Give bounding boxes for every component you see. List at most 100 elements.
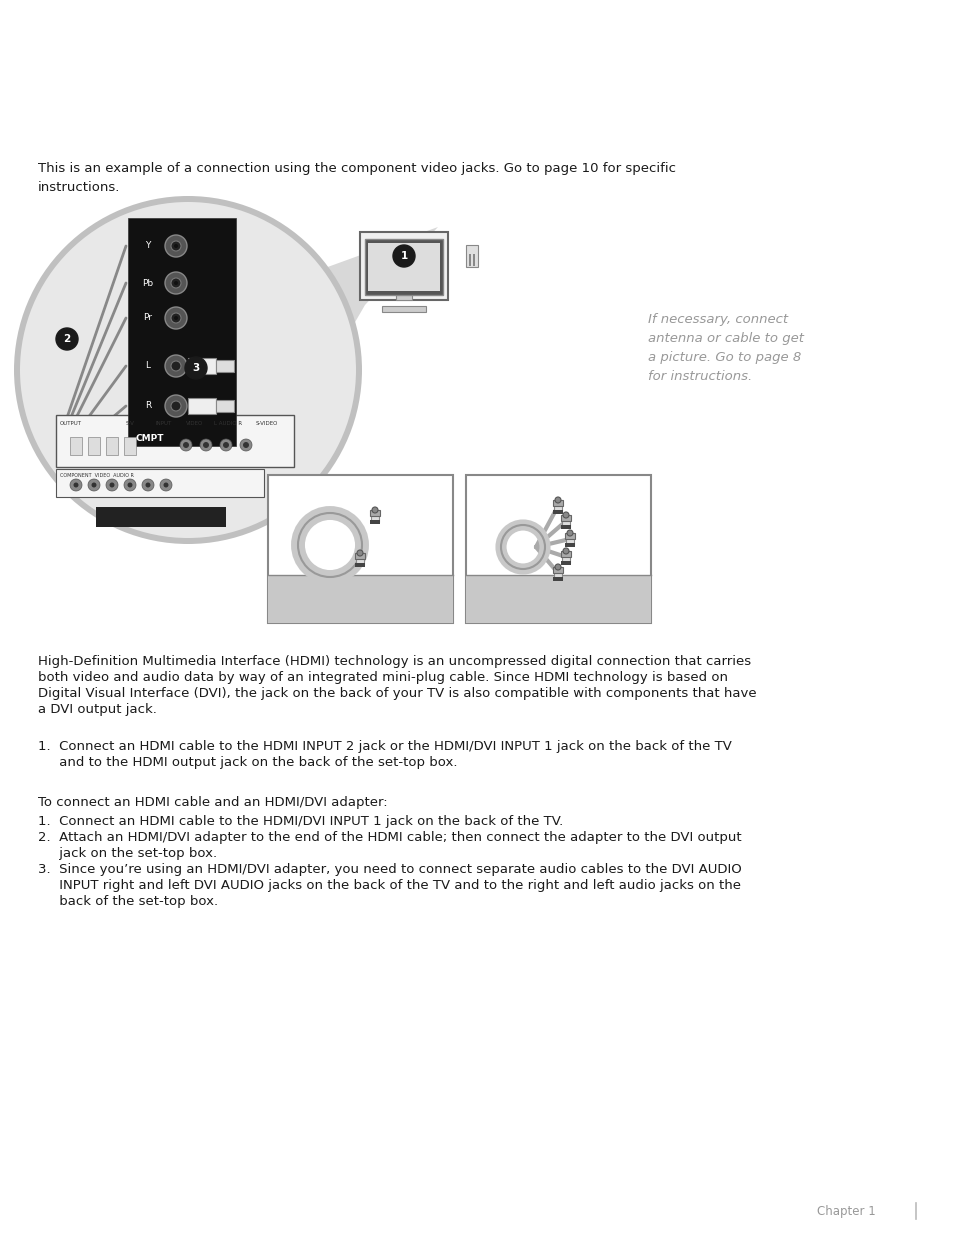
Bar xyxy=(564,543,575,547)
Text: CMPT: CMPT xyxy=(136,434,164,443)
Text: Chapter 1: Chapter 1 xyxy=(817,1204,875,1218)
Circle shape xyxy=(555,497,560,503)
Bar xyxy=(469,254,471,260)
Text: Pr: Pr xyxy=(143,313,152,322)
Text: VIDEO: VIDEO xyxy=(186,421,203,426)
Circle shape xyxy=(110,482,114,487)
Bar xyxy=(561,552,569,563)
Circle shape xyxy=(163,482,169,487)
Text: and to the HDMI output jack on the back of the set-top box.: and to the HDMI output jack on the back … xyxy=(38,756,457,769)
Circle shape xyxy=(91,482,96,487)
Circle shape xyxy=(171,241,181,251)
Bar xyxy=(554,566,561,579)
Text: antenna or cable to get: antenna or cable to get xyxy=(647,332,803,346)
Circle shape xyxy=(14,196,361,544)
Circle shape xyxy=(165,395,187,417)
Circle shape xyxy=(200,439,212,450)
Circle shape xyxy=(146,482,151,487)
Circle shape xyxy=(555,564,560,570)
Circle shape xyxy=(243,442,249,448)
Bar xyxy=(88,437,100,455)
Bar xyxy=(465,246,477,267)
Text: 3: 3 xyxy=(193,363,199,373)
Bar xyxy=(553,578,562,581)
Bar xyxy=(355,553,364,565)
Circle shape xyxy=(56,328,78,350)
Circle shape xyxy=(128,482,132,487)
Circle shape xyxy=(180,439,192,450)
Circle shape xyxy=(372,507,377,513)
Bar xyxy=(359,232,448,300)
Text: for instructions.: for instructions. xyxy=(647,370,752,383)
Bar xyxy=(465,575,650,623)
Circle shape xyxy=(70,479,82,491)
Text: L: L xyxy=(146,362,151,370)
Circle shape xyxy=(20,202,355,538)
Circle shape xyxy=(240,439,252,450)
Text: S-VIDEO: S-VIDEO xyxy=(255,421,278,426)
Bar xyxy=(368,243,439,291)
Text: instructions.: instructions. xyxy=(38,181,120,194)
Bar xyxy=(465,475,650,623)
Circle shape xyxy=(203,442,209,448)
Circle shape xyxy=(106,479,118,491)
Bar xyxy=(560,524,571,529)
Circle shape xyxy=(183,442,189,448)
Circle shape xyxy=(88,479,100,491)
Text: Digital Visual Interface (DVI), the jack on the back of your TV is also compatib: Digital Visual Interface (DVI), the jack… xyxy=(38,687,756,700)
Text: High-Definition Multimedia Interface (HDMI) technology is an uncompressed digita: High-Definition Multimedia Interface (HD… xyxy=(38,655,750,668)
Bar xyxy=(473,254,475,260)
Bar xyxy=(553,500,562,506)
Bar xyxy=(56,415,294,466)
Text: To connect an HDMI cable and an HDMI/DVI adapter:: To connect an HDMI cable and an HDMI/DVI… xyxy=(38,796,387,810)
Bar xyxy=(395,288,412,300)
Bar xyxy=(564,533,575,539)
Bar xyxy=(188,399,215,413)
Text: 3.  Since you’re using an HDMI/DVI adapter, you need to connect separate audio c: 3. Since you’re using an HDMI/DVI adapte… xyxy=(38,863,741,876)
Circle shape xyxy=(165,271,187,294)
Text: 1.  Connect an HDMI cable to the HDMI INPUT 2 jack or the HDMI/DVI INPUT 1 jack : 1. Connect an HDMI cable to the HDMI INP… xyxy=(38,740,731,753)
Bar xyxy=(268,575,453,623)
Text: INPUT right and left DVI AUDIO jacks on the back of the TV and to the right and : INPUT right and left DVI AUDIO jacks on … xyxy=(38,879,740,892)
Circle shape xyxy=(171,401,181,411)
Text: 2: 2 xyxy=(63,334,71,344)
Bar xyxy=(473,260,475,267)
Polygon shape xyxy=(277,227,437,455)
Circle shape xyxy=(73,482,78,487)
Bar xyxy=(355,553,365,559)
Circle shape xyxy=(165,307,187,329)
Bar xyxy=(365,239,442,295)
Circle shape xyxy=(562,548,568,554)
Circle shape xyxy=(566,529,573,536)
Circle shape xyxy=(160,479,172,491)
Bar xyxy=(268,475,453,623)
Bar xyxy=(106,437,118,455)
Circle shape xyxy=(173,281,178,285)
Text: OUTPUT: OUTPUT xyxy=(60,421,82,426)
Text: a picture. Go to page 8: a picture. Go to page 8 xyxy=(647,350,801,364)
Text: Pb: Pb xyxy=(142,279,153,288)
Bar xyxy=(124,437,136,455)
Text: 1: 1 xyxy=(400,251,407,262)
Bar xyxy=(553,510,562,515)
Circle shape xyxy=(171,313,181,323)
Circle shape xyxy=(220,439,232,450)
Text: This is an example of a connection using the component video jacks. Go to page 1: This is an example of a connection using… xyxy=(38,162,676,175)
Circle shape xyxy=(185,357,207,379)
Bar xyxy=(469,260,471,267)
Circle shape xyxy=(173,244,178,248)
Circle shape xyxy=(173,316,178,320)
Bar xyxy=(560,561,571,565)
Text: jack on the set-top box.: jack on the set-top box. xyxy=(38,847,217,860)
Bar xyxy=(561,515,569,527)
Circle shape xyxy=(356,550,363,557)
Bar xyxy=(370,510,379,516)
Bar xyxy=(70,437,82,455)
Text: If necessary, connect: If necessary, connect xyxy=(647,313,787,326)
Circle shape xyxy=(165,234,187,257)
Bar xyxy=(560,515,571,521)
Text: L AUDIO R: L AUDIO R xyxy=(213,421,242,426)
Circle shape xyxy=(223,442,229,448)
Bar xyxy=(215,360,233,371)
Text: R: R xyxy=(145,401,151,411)
